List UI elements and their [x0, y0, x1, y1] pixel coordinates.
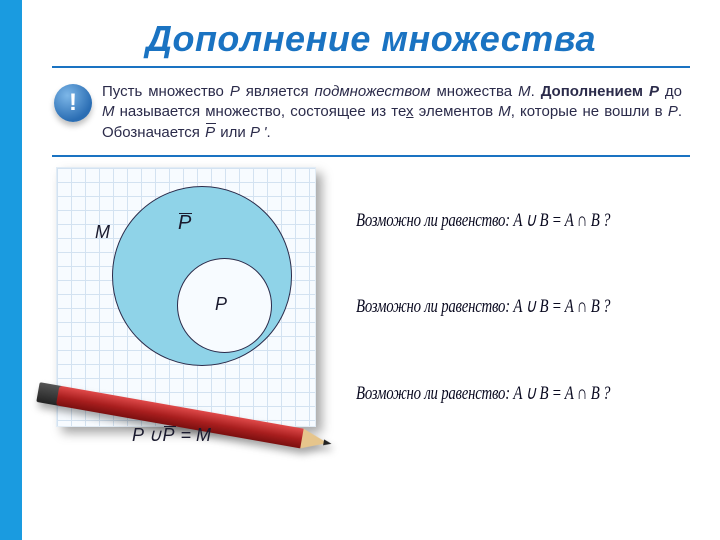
- def-text: множества: [431, 83, 519, 100]
- grid-card: M P P: [56, 167, 316, 427]
- union-formula: P ∪P = M: [132, 425, 211, 446]
- question-1: Возможно ли равенство: A ∪ B = A ∩ B ?: [356, 209, 617, 232]
- def-Pbar: P: [204, 123, 216, 143]
- def-underlined: х: [406, 103, 414, 120]
- def-subset-word: подмножеством: [315, 83, 431, 100]
- label-Pbar: P: [177, 212, 192, 235]
- slide-title: Дополнение множества: [52, 18, 690, 60]
- def-M3: M: [498, 103, 511, 120]
- content-row: M P P P ∪P = M Возможно ли равенство: A …: [52, 167, 690, 467]
- pencil-lead: [323, 439, 332, 446]
- def-Pprime: P ': [250, 124, 266, 141]
- label-P: P: [215, 294, 227, 315]
- def-text: элементов: [414, 103, 499, 120]
- def-text: называется множество, состоящее из те: [115, 103, 407, 120]
- def-complement-word: Дополнением P: [541, 83, 659, 100]
- label-M: M: [95, 222, 110, 243]
- questions-column: Возможно ли равенство: A ∪ B = A ∩ B ? В…: [336, 167, 690, 467]
- def-M2: M: [102, 103, 115, 120]
- def-P3: P: [668, 103, 678, 120]
- question-2: Возможно ли равенство: A ∪ B = A ∩ B ?: [356, 295, 617, 318]
- def-text: Пусть множество: [102, 83, 230, 100]
- formula-P: P: [132, 425, 148, 445]
- formula-Pbar: P: [162, 425, 176, 446]
- sidebar-accent: [0, 0, 22, 540]
- def-text: является: [240, 83, 315, 100]
- def-P1: P: [230, 83, 240, 100]
- def-M1: M: [518, 83, 531, 100]
- question-3: Возможно ли равенство: A ∪ B = A ∩ B ?: [356, 382, 617, 405]
- slide-content: Дополнение множества ! Пусть множество P…: [22, 0, 720, 540]
- def-text: .: [531, 83, 541, 100]
- exclamation-badge-icon: !: [54, 84, 92, 122]
- formula-union: ∪: [148, 425, 161, 445]
- def-text: или: [216, 124, 250, 141]
- venn-diagram-panel: M P P P ∪P = M: [56, 167, 336, 467]
- definition-block: ! Пусть множество P является подмножеств…: [52, 76, 690, 149]
- def-text: до: [659, 83, 682, 100]
- title-underline: [52, 66, 690, 68]
- def-text: .: [266, 124, 270, 141]
- separator-line: [52, 155, 690, 157]
- def-text: , которые не вошли в: [511, 103, 668, 120]
- formula-eq-M: = M: [176, 425, 212, 445]
